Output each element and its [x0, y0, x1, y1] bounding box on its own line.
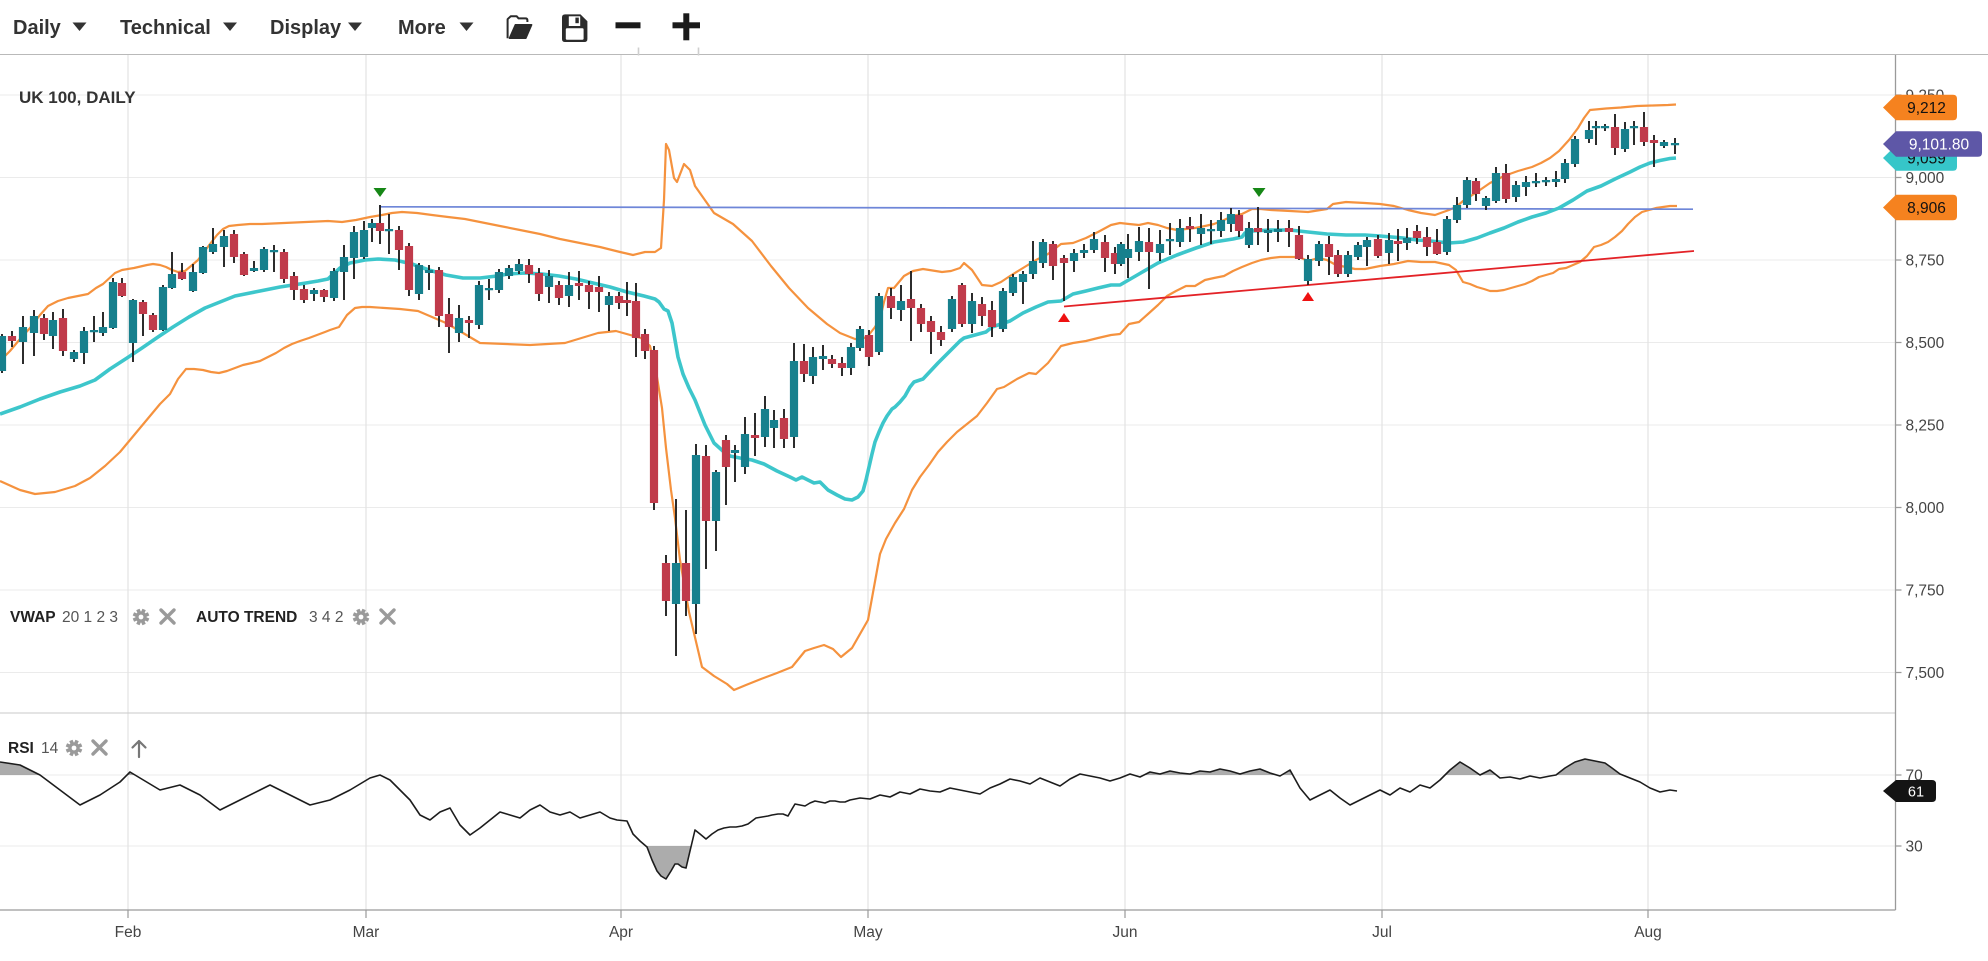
- svg-text:Jun: Jun: [1113, 924, 1138, 941]
- svg-text:AUTO TREND: AUTO TREND: [196, 609, 297, 626]
- svg-text:Jul: Jul: [1372, 924, 1392, 941]
- svg-text:Aug: Aug: [1634, 924, 1662, 941]
- svg-text:20 1 2 3: 20 1 2 3: [62, 609, 118, 626]
- svg-text:More: More: [398, 17, 446, 39]
- svg-text:30: 30: [1906, 839, 1924, 856]
- svg-text:Technical: Technical: [120, 17, 211, 39]
- svg-text:61: 61: [1908, 785, 1924, 801]
- svg-text:9,101.80: 9,101.80: [1909, 137, 1970, 154]
- svg-text:Mar: Mar: [353, 924, 380, 941]
- svg-text:May: May: [853, 924, 883, 941]
- svg-text:RSI: RSI: [8, 740, 34, 757]
- svg-text:Apr: Apr: [609, 924, 633, 941]
- svg-text:14: 14: [41, 740, 59, 757]
- svg-text:VWAP: VWAP: [10, 609, 56, 626]
- svg-text:8,000: 8,000: [1906, 500, 1945, 517]
- svg-text:8,906: 8,906: [1907, 200, 1946, 217]
- svg-text:Feb: Feb: [115, 924, 142, 941]
- svg-text:8,500: 8,500: [1906, 335, 1945, 352]
- svg-text:Daily: Daily: [13, 17, 62, 39]
- svg-text:3 4 2: 3 4 2: [309, 609, 343, 626]
- svg-text:Display: Display: [270, 17, 342, 39]
- svg-text:UK 100, DAILY: UK 100, DAILY: [19, 88, 136, 107]
- svg-text:7,750: 7,750: [1906, 583, 1945, 600]
- svg-text:9,212: 9,212: [1907, 100, 1946, 117]
- svg-text:7,500: 7,500: [1906, 665, 1945, 682]
- svg-text:8,250: 8,250: [1906, 418, 1945, 435]
- svg-text:9,000: 9,000: [1906, 170, 1945, 187]
- svg-text:8,750: 8,750: [1906, 253, 1945, 270]
